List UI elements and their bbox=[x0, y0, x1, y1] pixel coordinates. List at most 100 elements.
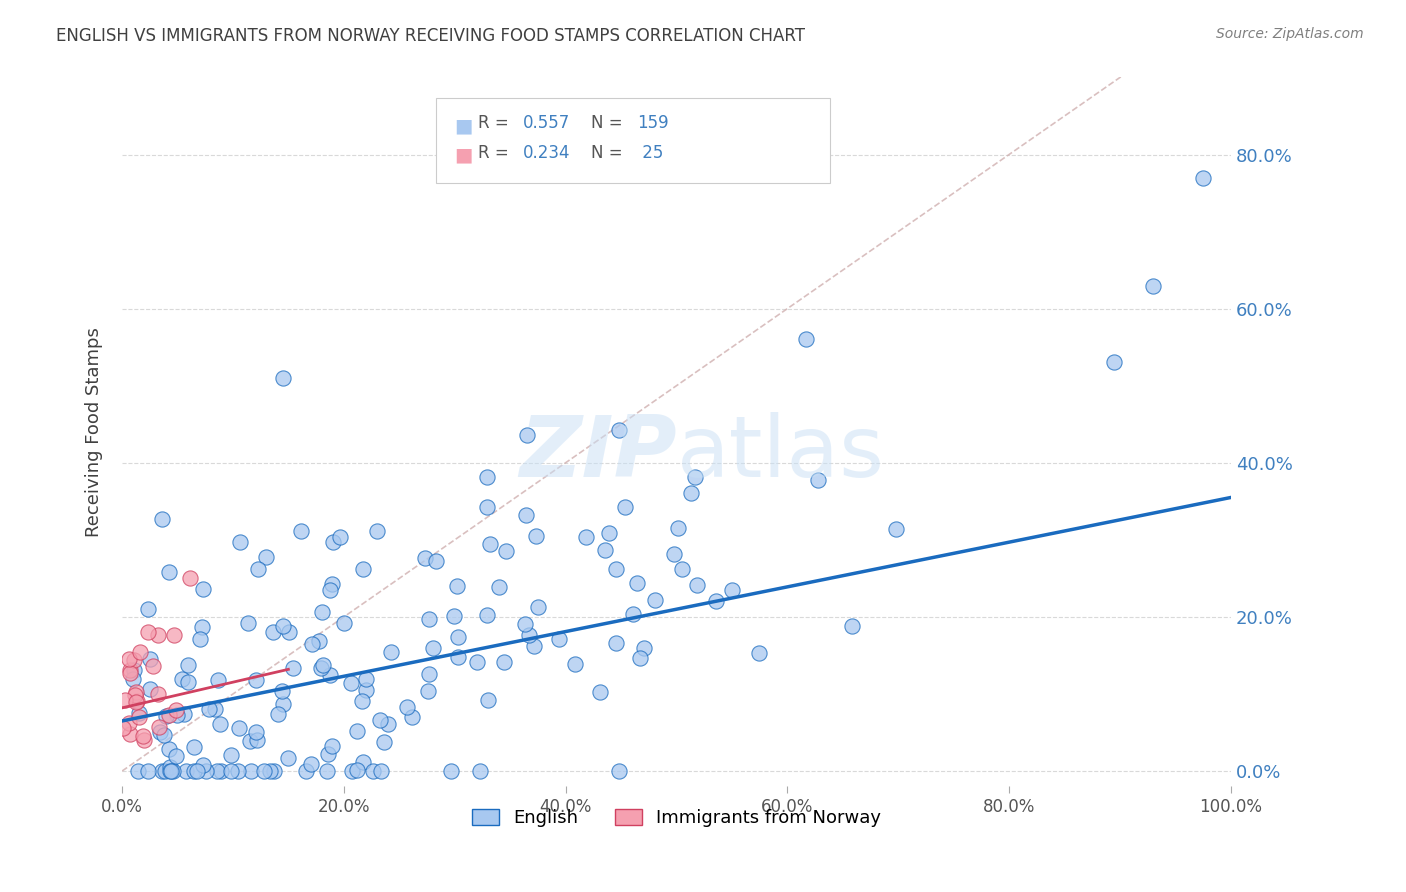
Point bbox=[598, 526, 620, 541]
Point bbox=[245, 673, 267, 687]
Text: ENGLISH VS IMMIGRANTS FROM NORWAY RECEIVING FOOD STAMPS CORRELATION CHART: ENGLISH VS IMMIGRANTS FROM NORWAY RECEIV… bbox=[56, 27, 806, 45]
Point bbox=[278, 625, 301, 640]
Point bbox=[686, 578, 709, 592]
Point bbox=[263, 764, 285, 778]
Point bbox=[721, 583, 744, 598]
Text: atlas: atlas bbox=[676, 412, 884, 495]
Point bbox=[174, 764, 197, 778]
Point bbox=[226, 764, 249, 778]
Point bbox=[318, 747, 340, 761]
Point bbox=[329, 530, 352, 544]
Point bbox=[148, 720, 170, 734]
Point bbox=[425, 554, 447, 568]
Point bbox=[308, 633, 330, 648]
Point bbox=[177, 674, 200, 689]
Legend: English, Immigrants from Norway: English, Immigrants from Norway bbox=[464, 802, 889, 834]
Text: R =: R = bbox=[478, 114, 515, 132]
Point bbox=[125, 694, 148, 708]
Point bbox=[138, 602, 160, 616]
Point bbox=[547, 632, 569, 647]
Text: Source: ZipAtlas.com: Source: ZipAtlas.com bbox=[1216, 27, 1364, 41]
Point bbox=[664, 547, 686, 561]
Point bbox=[564, 657, 586, 671]
Point bbox=[170, 672, 193, 686]
Point bbox=[277, 751, 299, 765]
Point bbox=[146, 687, 169, 701]
Point bbox=[128, 764, 150, 778]
Point bbox=[380, 645, 402, 659]
Point bbox=[495, 544, 517, 558]
Point bbox=[475, 500, 498, 514]
Point bbox=[124, 663, 146, 677]
Point bbox=[352, 694, 374, 708]
Point bbox=[373, 735, 395, 749]
Point bbox=[114, 693, 136, 707]
Point bbox=[228, 534, 250, 549]
Point bbox=[447, 649, 470, 664]
Point bbox=[346, 763, 368, 777]
Point bbox=[354, 672, 377, 686]
Point bbox=[125, 685, 148, 699]
Point bbox=[128, 706, 150, 720]
Text: ZIP: ZIP bbox=[519, 412, 676, 495]
Point bbox=[368, 713, 391, 727]
Point bbox=[236, 616, 259, 631]
Point bbox=[165, 748, 187, 763]
Point bbox=[671, 562, 693, 576]
Point bbox=[523, 639, 546, 653]
Point bbox=[155, 709, 177, 723]
Point bbox=[139, 681, 162, 696]
Point bbox=[488, 580, 510, 594]
Point bbox=[515, 617, 537, 632]
Point bbox=[311, 661, 333, 675]
Point bbox=[159, 764, 181, 778]
Point bbox=[295, 764, 318, 778]
Point bbox=[204, 702, 226, 716]
Point bbox=[183, 764, 205, 778]
Point bbox=[150, 764, 173, 778]
Point bbox=[246, 733, 269, 747]
Point bbox=[118, 652, 141, 666]
Point bbox=[748, 647, 770, 661]
Point bbox=[446, 579, 468, 593]
Point bbox=[465, 655, 488, 669]
Point bbox=[319, 583, 342, 598]
Y-axis label: Receiving Food Stamps: Receiving Food Stamps bbox=[86, 327, 103, 537]
Point bbox=[589, 685, 612, 699]
Point bbox=[807, 473, 830, 487]
Point bbox=[299, 757, 322, 772]
Point bbox=[228, 722, 250, 736]
Point bbox=[121, 673, 143, 687]
Point bbox=[239, 734, 262, 748]
Point bbox=[259, 764, 281, 778]
Point bbox=[153, 728, 176, 742]
Point bbox=[706, 594, 728, 608]
Text: N =: N = bbox=[591, 114, 627, 132]
Point bbox=[124, 653, 146, 667]
Text: ■: ■ bbox=[454, 116, 472, 135]
Point bbox=[644, 593, 666, 607]
Point bbox=[162, 764, 184, 778]
Point bbox=[186, 764, 208, 778]
Point bbox=[475, 608, 498, 623]
Point bbox=[377, 717, 399, 731]
Point bbox=[271, 619, 294, 633]
Point bbox=[605, 635, 627, 649]
Text: 25: 25 bbox=[637, 144, 664, 161]
Point bbox=[346, 723, 368, 738]
Point bbox=[131, 729, 153, 743]
Point bbox=[136, 764, 159, 778]
Point bbox=[205, 764, 228, 778]
Point bbox=[679, 485, 702, 500]
Point bbox=[253, 764, 276, 778]
Text: ■: ■ bbox=[454, 145, 472, 164]
Point bbox=[524, 529, 547, 543]
Point bbox=[246, 562, 269, 576]
Point bbox=[515, 508, 537, 523]
Point bbox=[447, 631, 470, 645]
Point bbox=[418, 667, 440, 681]
Point bbox=[118, 664, 141, 678]
Point bbox=[271, 698, 294, 712]
Point bbox=[149, 725, 172, 739]
Text: R =: R = bbox=[478, 144, 515, 161]
